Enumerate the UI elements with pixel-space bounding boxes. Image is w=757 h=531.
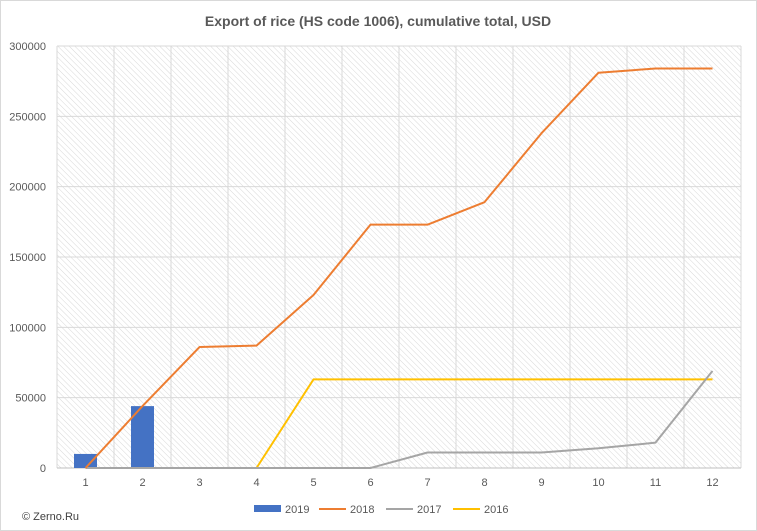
x-tick-label: 7 xyxy=(424,477,430,489)
legend-item-2016: 2016 xyxy=(453,504,508,516)
line-2018 xyxy=(84,67,713,469)
legend-label: 2017 xyxy=(417,504,441,516)
horizontal-gridlines xyxy=(57,45,741,399)
x-tick-label: 10 xyxy=(592,477,604,489)
x-tick-label: 2 xyxy=(139,477,145,489)
x-tick-label: 8 xyxy=(481,477,487,489)
legend-label: 2019 xyxy=(285,504,309,516)
x-tick-label: 11 xyxy=(650,477,661,489)
x-tick-label: 5 xyxy=(310,477,316,489)
y-tick-label: 250000 xyxy=(9,111,46,123)
x-tick-label: 6 xyxy=(367,477,373,489)
y-tick-label: 150000 xyxy=(9,252,46,264)
x-tick-label: 12 xyxy=(706,477,718,489)
y-axis-tick-labels: 0 50000 100000 150000 200000 250000 300000 xyxy=(9,41,46,475)
x-tick-label: 3 xyxy=(196,477,202,489)
line-series xyxy=(84,67,714,469)
y-tick-label: 0 xyxy=(40,463,46,475)
x-axis-tick-labels: 1 2 3 4 5 6 7 8 9 10 11 12 xyxy=(82,477,718,489)
y-tick-label: 100000 xyxy=(9,322,46,334)
line-2017 xyxy=(85,370,714,469)
legend-label: 2018 xyxy=(350,504,374,516)
legend-item-2018: 2018 xyxy=(319,504,374,516)
legend: 2019 2018 2017 2016 xyxy=(254,504,508,516)
y-tick-label: 50000 xyxy=(15,393,46,405)
y-tick-label: 300000 xyxy=(9,41,46,53)
legend-label: 2016 xyxy=(484,504,508,516)
x-tick-label: 1 xyxy=(82,477,88,489)
x-tick-label: 4 xyxy=(253,477,259,489)
bar-2019-2 xyxy=(131,406,154,468)
credit-text: © Zerno.Ru xyxy=(22,511,79,523)
x-tick-label: 9 xyxy=(538,477,544,489)
bar-2019-1 xyxy=(74,453,97,468)
legend-item-2017: 2017 xyxy=(386,504,441,516)
legend-item-2019: 2019 xyxy=(254,504,309,516)
bar-series xyxy=(74,406,154,468)
chart-title: Export of rice (HS code 1006), cumulativ… xyxy=(205,13,551,29)
legend-swatch xyxy=(254,505,281,512)
y-tick-label: 200000 xyxy=(9,182,46,194)
